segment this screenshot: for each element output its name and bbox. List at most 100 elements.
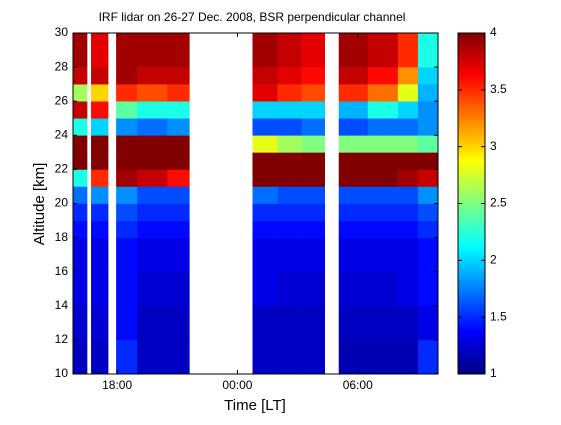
heat-cell bbox=[397, 220, 419, 238]
y-tick-label: 30 bbox=[55, 25, 69, 39]
heat-cell bbox=[397, 186, 419, 204]
heat-cell bbox=[167, 169, 190, 187]
heat-cell bbox=[397, 339, 419, 375]
heat-cell bbox=[91, 33, 109, 68]
y-tick-label: 16 bbox=[55, 264, 69, 278]
heat-cell bbox=[301, 305, 325, 341]
heat-cell bbox=[277, 33, 302, 68]
heat-cell bbox=[277, 84, 302, 102]
heat-cell bbox=[116, 203, 138, 221]
heat-cell bbox=[73, 305, 88, 341]
heat-cell bbox=[252, 271, 278, 307]
heat-cell bbox=[137, 118, 168, 136]
heat-cell bbox=[167, 152, 190, 170]
heat-cell bbox=[367, 237, 399, 272]
chart-title: IRF lidar on 26-27 Dec. 2008, BSR perpen… bbox=[99, 10, 406, 24]
heat-cell bbox=[91, 135, 109, 153]
heat-cell bbox=[367, 169, 399, 187]
heat-cell bbox=[73, 101, 88, 119]
heat-cell bbox=[417, 118, 439, 136]
x-tick-label: 18:00 bbox=[102, 378, 132, 392]
heat-cell bbox=[137, 237, 168, 272]
colorbar-tick-label: 2.5 bbox=[490, 196, 507, 210]
heat-cell bbox=[116, 339, 138, 375]
y-tick-label: 26 bbox=[55, 93, 69, 107]
heat-cell bbox=[301, 118, 325, 136]
heat-cell bbox=[417, 203, 439, 221]
heat-cell bbox=[417, 186, 439, 204]
heat-cell bbox=[277, 220, 302, 238]
heat-cell bbox=[91, 169, 109, 187]
heat-cell bbox=[367, 135, 399, 153]
y-tick-label: 20 bbox=[55, 196, 69, 210]
heat-cell bbox=[252, 220, 278, 238]
heat-cell bbox=[301, 152, 325, 170]
heat-cell bbox=[301, 67, 325, 85]
heat-cell bbox=[367, 339, 399, 375]
heat-cell bbox=[252, 169, 278, 187]
y-tick-label: 28 bbox=[55, 59, 69, 73]
heat-cell bbox=[91, 220, 109, 238]
heat-cell bbox=[137, 339, 168, 375]
heat-cell bbox=[73, 339, 88, 375]
colorbar-tick-label: 3 bbox=[490, 139, 497, 153]
heat-cell bbox=[73, 186, 88, 204]
heat-cell bbox=[252, 152, 278, 170]
heat-cell bbox=[367, 67, 399, 85]
heat-cell bbox=[338, 118, 369, 136]
heat-cell bbox=[338, 237, 369, 272]
heat-cell bbox=[252, 186, 278, 204]
heat-cell bbox=[277, 101, 302, 119]
heat-cell bbox=[338, 33, 369, 68]
heat-cell bbox=[338, 169, 369, 187]
heat-cell bbox=[252, 33, 278, 68]
heat-cell bbox=[277, 305, 302, 341]
heat-cell bbox=[301, 186, 325, 204]
y-tick-label: 22 bbox=[55, 162, 69, 176]
heat-cell bbox=[301, 101, 325, 119]
heat-cell bbox=[116, 169, 138, 187]
heat-cell bbox=[417, 169, 439, 187]
colorbar bbox=[457, 32, 486, 375]
heat-cell bbox=[167, 118, 190, 136]
heat-cell bbox=[301, 339, 325, 375]
heat-cell bbox=[73, 67, 88, 85]
heat-cell bbox=[417, 339, 439, 375]
heat-cell bbox=[73, 84, 88, 102]
heat-cell bbox=[338, 339, 369, 375]
heat-cell bbox=[116, 135, 138, 153]
heat-cell bbox=[417, 271, 439, 307]
heat-cell bbox=[73, 135, 88, 153]
heat-cell bbox=[252, 203, 278, 221]
heat-cell bbox=[137, 169, 168, 187]
heat-cell bbox=[167, 33, 190, 68]
heat-cell bbox=[338, 203, 369, 221]
heat-cell bbox=[338, 101, 369, 119]
heat-cell bbox=[338, 152, 369, 170]
heat-cell bbox=[338, 220, 369, 238]
heat-cell bbox=[397, 152, 419, 170]
heat-cell bbox=[397, 237, 419, 272]
heat-cell bbox=[167, 135, 190, 153]
heat-cell bbox=[367, 186, 399, 204]
heat-cell bbox=[252, 67, 278, 85]
heat-cell bbox=[301, 220, 325, 238]
heat-cell bbox=[73, 237, 88, 272]
heat-cell bbox=[91, 305, 109, 341]
y-tick-label: 12 bbox=[55, 332, 69, 346]
heat-cell bbox=[137, 67, 168, 85]
heat-cell bbox=[367, 101, 399, 119]
heat-cell bbox=[137, 135, 168, 153]
heat-cell bbox=[137, 220, 168, 238]
heat-cell bbox=[167, 305, 190, 341]
x-axis-label: Time [LT] bbox=[224, 397, 286, 414]
heat-cell bbox=[91, 203, 109, 221]
heat-cell bbox=[137, 203, 168, 221]
heat-cell bbox=[116, 220, 138, 238]
colorbar-tick-label: 2 bbox=[490, 253, 497, 267]
heat-cell bbox=[252, 101, 278, 119]
heat-cell bbox=[397, 118, 419, 136]
heat-cell bbox=[73, 118, 88, 136]
heat-cell bbox=[91, 271, 109, 307]
